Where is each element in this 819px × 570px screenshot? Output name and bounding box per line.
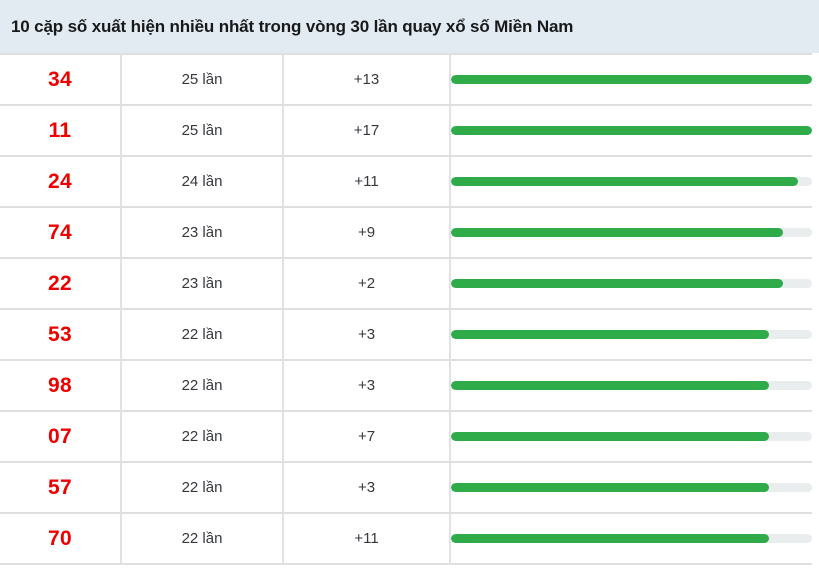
occurrence-count-cell: 25 lần bbox=[121, 53, 284, 106]
occurrence-count-cell: 22 lần bbox=[121, 411, 284, 463]
frequency-bar-track bbox=[451, 75, 812, 84]
frequency-bar-fill bbox=[451, 534, 769, 543]
delta-cell: +17 bbox=[283, 105, 451, 157]
table-row[interactable]: 53 22 lần +3 bbox=[0, 309, 812, 361]
frequency-bar-fill bbox=[451, 279, 784, 288]
delta-cell: +3 bbox=[283, 462, 451, 514]
occurrence-count-cell: 25 lần bbox=[121, 105, 284, 157]
frequency-bar-fill bbox=[451, 381, 769, 390]
frequency-bar-fill bbox=[451, 126, 812, 135]
frequency-bar-track bbox=[451, 126, 812, 135]
frequency-bar-cell bbox=[450, 258, 812, 310]
delta-cell: +7 bbox=[283, 411, 451, 463]
pair-number-cell: 98 bbox=[0, 360, 122, 412]
frequency-bar-track bbox=[451, 177, 812, 186]
frequency-bar-track bbox=[451, 432, 812, 441]
occurrence-count-cell: 22 lần bbox=[121, 462, 284, 514]
panel-header: 10 cặp số xuất hiện nhiều nhất trong vòn… bbox=[0, 0, 819, 53]
occurrence-count-cell: 23 lần bbox=[121, 207, 284, 259]
frequency-bar-track bbox=[451, 279, 812, 288]
occurrence-count-cell: 24 lần bbox=[121, 156, 284, 208]
frequency-bar-track bbox=[451, 483, 812, 492]
frequency-bar-track bbox=[451, 330, 812, 339]
frequency-bar-cell bbox=[450, 360, 812, 412]
frequency-bar-cell bbox=[450, 309, 812, 361]
delta-cell: +9 bbox=[283, 207, 451, 259]
frequency-bar-cell bbox=[450, 207, 812, 259]
frequency-bar-fill bbox=[451, 432, 769, 441]
frequency-bar-cell bbox=[450, 105, 812, 157]
delta-cell: +3 bbox=[283, 360, 451, 412]
frequency-bar-cell bbox=[450, 411, 812, 463]
frequency-bar-track bbox=[451, 381, 812, 390]
frequency-bar-fill bbox=[451, 483, 769, 492]
table-row[interactable]: 11 25 lần +17 bbox=[0, 105, 812, 157]
table-row[interactable]: 57 22 lần +3 bbox=[0, 462, 812, 514]
delta-cell: +3 bbox=[283, 309, 451, 361]
frequency-bar-cell bbox=[450, 462, 812, 514]
table-row[interactable]: 24 24 lần +11 bbox=[0, 156, 812, 208]
frequency-bar-cell bbox=[450, 156, 812, 208]
delta-cell: +13 bbox=[283, 53, 451, 106]
table-body: 34 25 lần +13 11 25 lần +17 24 24 lần +11 74 23 lầ… bbox=[0, 53, 812, 565]
page-title: 10 cặp số xuất hiện nhiều nhất trong vòn… bbox=[11, 16, 574, 36]
pair-number-cell: 74 bbox=[0, 207, 122, 259]
frequency-bar-cell bbox=[450, 53, 812, 106]
occurrence-count-cell: 22 lần bbox=[121, 513, 284, 565]
delta-cell: +11 bbox=[283, 513, 451, 565]
delta-cell: +11 bbox=[283, 156, 451, 208]
table-row[interactable]: 07 22 lần +7 bbox=[0, 411, 812, 463]
frequency-bar-track bbox=[451, 534, 812, 543]
table-row[interactable]: 70 22 lần +11 bbox=[0, 513, 812, 565]
pair-number-cell: 07 bbox=[0, 411, 122, 463]
pair-number-cell: 70 bbox=[0, 513, 122, 565]
delta-cell: +2 bbox=[283, 258, 451, 310]
frequency-bar-fill bbox=[451, 75, 812, 84]
table-row[interactable]: 74 23 lần +9 bbox=[0, 207, 812, 259]
table-row[interactable]: 34 25 lần +13 bbox=[0, 53, 812, 106]
frequency-bar-fill bbox=[451, 330, 769, 339]
pair-number-cell: 34 bbox=[0, 53, 122, 106]
table-row[interactable]: 98 22 lần +3 bbox=[0, 360, 812, 412]
frequency-bar-fill bbox=[451, 228, 784, 237]
occurrence-count-cell: 22 lần bbox=[121, 360, 284, 412]
pair-number-cell: 53 bbox=[0, 309, 122, 361]
pair-number-cell: 57 bbox=[0, 462, 122, 514]
table-row[interactable]: 22 23 lần +2 bbox=[0, 258, 812, 310]
most-frequent-pairs-table: 34 25 lần +13 11 25 lần +17 24 24 lần +11 74 23 lầ… bbox=[0, 53, 812, 565]
occurrence-count-cell: 22 lần bbox=[121, 309, 284, 361]
occurrence-count-cell: 23 lần bbox=[121, 258, 284, 310]
frequency-bar-track bbox=[451, 228, 812, 237]
pair-number-cell: 22 bbox=[0, 258, 122, 310]
frequency-bar-fill bbox=[451, 177, 798, 186]
pair-number-cell: 11 bbox=[0, 105, 122, 157]
frequency-bar-cell bbox=[450, 513, 812, 565]
pair-number-cell: 24 bbox=[0, 156, 122, 208]
